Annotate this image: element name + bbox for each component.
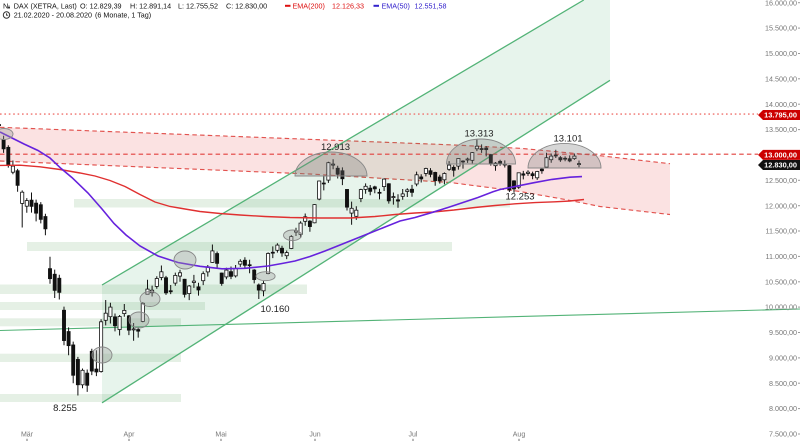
svg-text:Jun: Jun xyxy=(309,432,320,439)
svg-text:10.000,00: 10.000,00 xyxy=(765,303,797,312)
svg-text:7.500,00: 7.500,00 xyxy=(769,430,797,439)
svg-text:L: 12.755,52: L: 12.755,52 xyxy=(178,2,218,11)
svg-text:12.000,00: 12.000,00 xyxy=(765,201,797,210)
svg-text:13.313: 13.313 xyxy=(464,129,493,140)
svg-text:10.160: 10.160 xyxy=(260,304,289,315)
svg-text:10.500,00: 10.500,00 xyxy=(765,277,797,286)
svg-text:DAX (XETRA, Last): DAX (XETRA, Last) xyxy=(14,2,77,11)
svg-text:14.000,00: 14.000,00 xyxy=(765,100,797,109)
svg-text:15.000,00: 15.000,00 xyxy=(765,49,797,58)
svg-text:12.551,58: 12.551,58 xyxy=(415,2,447,11)
svg-text:Aug: Aug xyxy=(513,432,526,439)
svg-text:12.830,00: 12.830,00 xyxy=(764,161,797,170)
svg-text:11.000,00: 11.000,00 xyxy=(766,252,797,261)
svg-text:13.101: 13.101 xyxy=(553,134,582,145)
svg-text:N: N xyxy=(3,2,8,11)
svg-text:C: 12.830,00: C: 12.830,00 xyxy=(226,2,267,11)
svg-text:11.500,00: 11.500,00 xyxy=(766,227,797,236)
svg-text:12.253: 12.253 xyxy=(505,192,534,203)
svg-text:16.000,00: 16.000,00 xyxy=(765,0,797,7)
svg-text:13.000,00: 13.000,00 xyxy=(764,151,797,160)
svg-text:12.913: 12.913 xyxy=(321,142,350,153)
svg-text:8.500,00: 8.500,00 xyxy=(769,379,797,388)
svg-text:Mär: Mär xyxy=(21,432,34,439)
svg-text:14.500,00: 14.500,00 xyxy=(765,74,797,83)
svg-text:13.500,00: 13.500,00 xyxy=(765,125,797,134)
svg-text:12.126,33: 12.126,33 xyxy=(332,2,364,11)
svg-text:8.255: 8.255 xyxy=(53,403,77,414)
svg-text:Jul: Jul xyxy=(409,432,418,439)
svg-text:(6 Monate, 1 Tag): (6 Monate, 1 Tag) xyxy=(95,11,151,20)
svg-text:15.500,00: 15.500,00 xyxy=(765,24,797,33)
svg-text:O: 12.829,39: O: 12.829,39 xyxy=(80,2,122,11)
svg-text:H: 12.891,14: H: 12.891,14 xyxy=(130,2,171,11)
svg-text:9.500,00: 9.500,00 xyxy=(769,328,797,337)
svg-text:21.02.2020 - 20.08.2020: 21.02.2020 - 20.08.2020 xyxy=(14,11,92,20)
svg-text:12.500,00: 12.500,00 xyxy=(765,176,797,185)
svg-text:9.000,00: 9.000,00 xyxy=(769,354,797,363)
svg-text:EMA(200): EMA(200) xyxy=(293,2,325,11)
svg-text:13.795,00: 13.795,00 xyxy=(764,111,797,120)
svg-text:8.000,00: 8.000,00 xyxy=(769,404,797,413)
svg-text:Mai: Mai xyxy=(215,432,227,439)
svg-text:Apr: Apr xyxy=(124,432,136,439)
svg-text:EMA(50): EMA(50) xyxy=(382,2,410,11)
